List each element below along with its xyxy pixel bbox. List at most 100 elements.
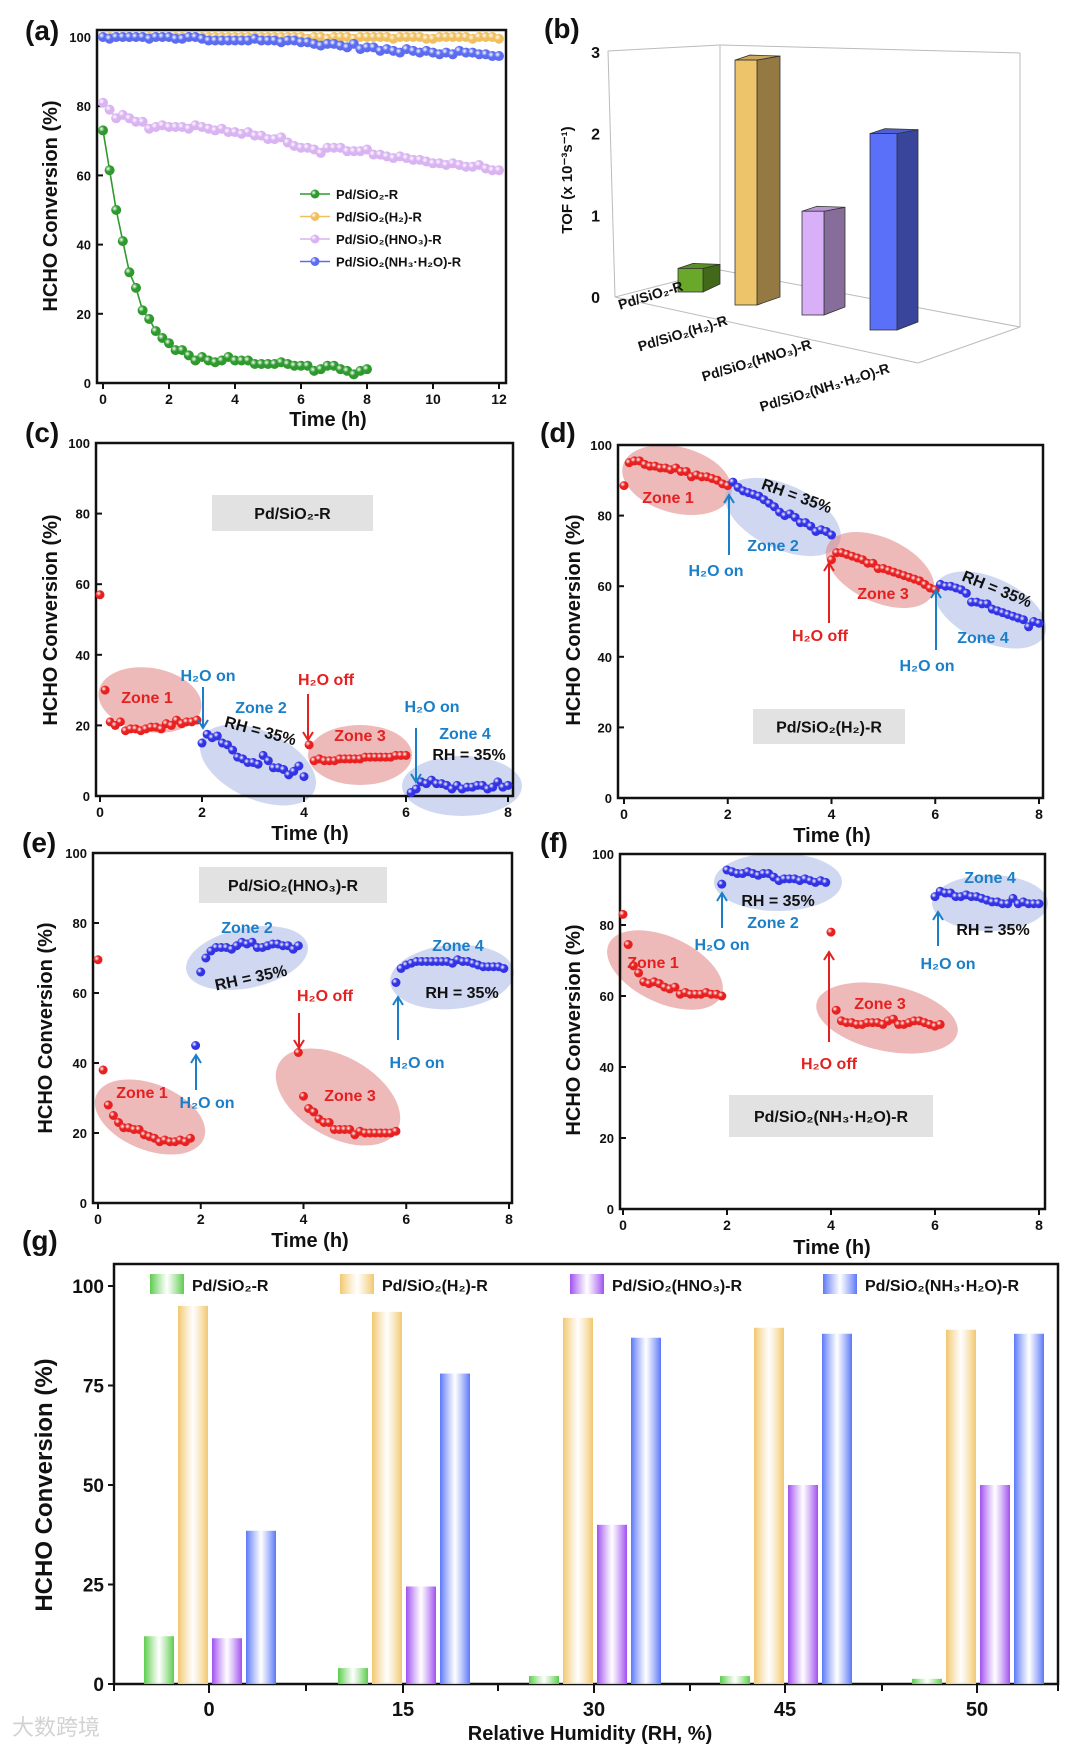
y-axis-title: HCHO Conversion (%) xyxy=(35,922,57,1133)
x-axis-title: Time (h) xyxy=(271,823,348,845)
bar xyxy=(338,1668,368,1684)
annotation: Zone 3 xyxy=(854,996,906,1013)
legend-swatch xyxy=(150,1274,184,1294)
series-line xyxy=(102,130,368,376)
data-point xyxy=(196,967,206,977)
y-tick-label: 3 xyxy=(591,45,600,62)
x-axis-title: Time (h) xyxy=(289,409,366,431)
legend-marker xyxy=(310,212,320,221)
arrow-head xyxy=(823,950,835,961)
series-zone-3 xyxy=(304,740,411,766)
data-point xyxy=(391,1126,401,1136)
data-point xyxy=(124,267,135,278)
y-tick-label: 20 xyxy=(76,718,90,733)
annotation: Zone 1 xyxy=(121,690,173,707)
data-point xyxy=(623,940,633,950)
bar-front xyxy=(677,268,704,293)
x-tick-label: 6 xyxy=(931,1217,939,1233)
data-point xyxy=(619,481,629,491)
bar-side xyxy=(702,263,721,293)
legend-swatch xyxy=(570,1274,604,1294)
annotation: Zone 2 xyxy=(747,915,799,932)
data-point xyxy=(299,772,309,782)
data-point xyxy=(103,1100,113,1110)
x-tick-label: 6 xyxy=(402,1211,410,1227)
axis-frame-line xyxy=(607,44,721,52)
y-tick-label: 0 xyxy=(591,290,600,307)
data-point xyxy=(201,953,211,963)
y-tick-label: 25 xyxy=(83,1576,105,1597)
x-tick-label: 0 xyxy=(203,1699,214,1721)
zone-highlight xyxy=(275,1048,401,1146)
data-point xyxy=(935,1019,945,1029)
x-tick-label: 4 xyxy=(231,391,239,407)
annotation: H₂O on xyxy=(694,937,749,954)
bar-3d xyxy=(677,263,721,293)
x-tick-label: 4 xyxy=(828,806,836,822)
bar xyxy=(597,1524,627,1684)
x-tick-label: 0 xyxy=(99,391,107,407)
series-zone-1 xyxy=(95,590,202,736)
annotation: RH = 35% xyxy=(956,922,1029,939)
x-tick-label: 30 xyxy=(583,1699,605,1721)
data-point xyxy=(137,305,148,316)
annotation: RH = 35% xyxy=(741,893,814,910)
zone-highlight xyxy=(94,1079,206,1155)
x-tick-label: 8 xyxy=(505,1211,513,1227)
y-tick-label: 100 xyxy=(590,438,612,453)
arrow-head xyxy=(293,1039,305,1050)
y-tick-label: 40 xyxy=(73,1056,87,1071)
panel-label: (e) xyxy=(22,827,56,858)
data-point xyxy=(634,968,644,978)
legend-marker xyxy=(310,257,320,266)
legend-label: Pd/SiO₂(H₂)-R xyxy=(336,210,423,225)
y-tick-label: 0 xyxy=(84,376,91,391)
y-tick-label: 1 xyxy=(591,208,600,225)
annotation: H₂O off xyxy=(298,672,355,689)
legend-marker xyxy=(310,234,320,244)
bar xyxy=(912,1678,942,1684)
x-tick-label: 8 xyxy=(363,391,371,407)
x-tick-label: 8 xyxy=(1035,806,1043,822)
y-tick-label: 60 xyxy=(73,986,87,1001)
sample-label: Pd/SiO₂(HNO₃)-R xyxy=(228,878,359,895)
series-zone-2 xyxy=(717,865,831,889)
axis-frame-line xyxy=(917,326,1021,364)
y-tick-label: 0 xyxy=(83,789,90,804)
series-bars xyxy=(178,1305,976,1684)
arrow-head xyxy=(197,719,209,730)
y-tick-label: 75 xyxy=(83,1377,105,1398)
annotation: Zone 3 xyxy=(324,1088,376,1105)
y-tick-label: 0 xyxy=(80,1196,87,1211)
legend-label: Pd/SiO₂(NH₃·H₂O)-R xyxy=(865,1278,1019,1295)
data-point xyxy=(212,731,222,741)
y-axis-title: HCHO Conversion (%) xyxy=(40,514,62,725)
x-tick-label: 50 xyxy=(966,1699,988,1721)
y-axis-title: HCHO Conversion (%) xyxy=(563,514,585,725)
data-point xyxy=(150,326,161,337)
bar-3d xyxy=(734,54,781,306)
y-tick-label: 0 xyxy=(607,1202,614,1217)
bar xyxy=(720,1676,750,1684)
data-point xyxy=(263,756,273,766)
x-tick-label: 2 xyxy=(724,806,732,822)
arrow-head xyxy=(716,891,728,902)
sample-label-box xyxy=(199,867,387,903)
y-axis-title: TOF (x 10⁻³s⁻¹) xyxy=(559,126,576,233)
annotation: H₂O on xyxy=(180,668,235,685)
sample-label: Pd/SiO₂(H₂)-R xyxy=(776,720,882,737)
data-point xyxy=(494,33,504,44)
data-point xyxy=(104,165,115,176)
data-point xyxy=(670,982,680,992)
x-axis-title: Time (h) xyxy=(271,1230,348,1252)
x-axis-title: Time (h) xyxy=(793,1237,870,1259)
panel-d: (d) Pd/SiO₂(H₂)-R 0 20 40 60 80 100 0 2 4 6 8 Time (h… xyxy=(540,417,1047,847)
y-tick-label: 20 xyxy=(73,1126,87,1141)
axis-frame-line xyxy=(607,50,616,298)
bar-3d xyxy=(801,205,846,316)
annotation: H₂O off xyxy=(297,988,354,1005)
bar xyxy=(822,1333,852,1684)
arrow-head xyxy=(302,731,314,742)
arrow-head xyxy=(723,493,735,504)
